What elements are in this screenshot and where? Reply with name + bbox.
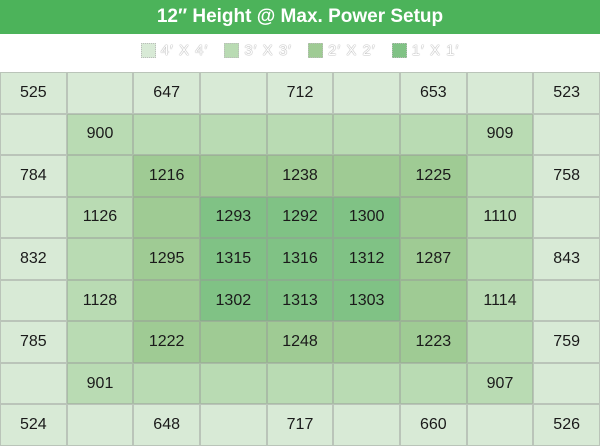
heatmap-cell: 1312 <box>333 238 400 280</box>
heatmap-cell <box>66 72 134 114</box>
heatmap-cell <box>399 279 467 322</box>
heatmap-cell <box>199 321 267 363</box>
heatmap-cell: 524 <box>0 404 67 446</box>
heatmap-cell: 1313 <box>266 279 334 322</box>
heatmap-cell <box>199 155 267 197</box>
heatmap-cell <box>133 362 200 405</box>
heatmap-cell <box>333 72 400 114</box>
heatmap-cell <box>199 72 267 114</box>
heatmap-cell: 832 <box>0 238 67 280</box>
heatmap-cell <box>466 72 534 114</box>
heatmap-cell: 843 <box>533 238 600 280</box>
heatmap-cell <box>199 404 267 446</box>
legend-label: 2′ X 2′ <box>328 41 376 59</box>
heatmap-cell <box>333 404 400 446</box>
heatmap-cell: 1287 <box>399 238 467 280</box>
legend-item: 1′ X 1′ <box>391 41 460 59</box>
heatmap-cell <box>66 238 134 280</box>
heatmap-cell: 1295 <box>133 238 200 280</box>
heatmap-cell: 525 <box>0 72 67 114</box>
heatmap-cell <box>0 113 67 156</box>
heatmap-cell <box>533 113 600 156</box>
heatmap-cell <box>466 321 534 363</box>
heatmap-cell: 523 <box>533 72 600 114</box>
heatmap-cell <box>533 279 600 322</box>
heatmap-cell: 1126 <box>66 196 134 239</box>
heatmap-cell <box>333 321 400 363</box>
heatmap-cell: 900 <box>66 113 134 156</box>
heatmap-cell: 784 <box>0 155 67 197</box>
heatmap-cell <box>0 196 67 239</box>
heatmap-cell: 909 <box>466 113 534 156</box>
heatmap-cell: 1216 <box>133 155 200 197</box>
legend-swatch <box>391 42 407 58</box>
heatmap-cell <box>533 362 600 405</box>
heatmap-cell: 785 <box>0 321 67 363</box>
heatmap-cell: 1248 <box>266 321 334 363</box>
heatmap-cell <box>266 362 334 405</box>
heatmap-cell: 1238 <box>266 155 334 197</box>
heatmap-cell: 907 <box>466 362 534 405</box>
legend-label: 1′ X 1′ <box>411 41 460 59</box>
heatmap-cell: 1225 <box>399 155 467 197</box>
heatmap-cell: 1300 <box>333 196 400 239</box>
legend-item: 2′ X 2′ <box>308 42 376 59</box>
heatmap-cell <box>266 113 334 156</box>
legend-swatch <box>140 42 156 58</box>
heatmap-cell: 759 <box>533 321 600 363</box>
heatmap-cell <box>66 155 134 197</box>
heatmap-cell: 1316 <box>266 238 334 280</box>
heatmap-cell <box>199 362 267 405</box>
heatmap-cell <box>333 155 400 197</box>
heatmap-cell: 1293 <box>199 196 267 239</box>
legend-label: 4′ X 4′ <box>160 41 209 59</box>
heatmap-cell: 712 <box>266 72 334 114</box>
legend-label: 3′ X 3′ <box>244 41 292 59</box>
heatmap-cell: 1315 <box>199 238 267 280</box>
heatmap-cell: 1222 <box>133 321 200 363</box>
heatmap-cell <box>133 113 200 156</box>
heatmap-cell: 1110 <box>466 196 534 239</box>
heatmap-cell <box>333 362 400 405</box>
heatmap-cell: 1223 <box>399 321 467 363</box>
heatmap-cell <box>399 113 467 156</box>
heatmap-cell: 901 <box>66 362 134 405</box>
heatmap-cell: 1292 <box>266 196 334 239</box>
chart-title: 12″ Height @ Max. Power Setup <box>0 0 600 34</box>
heatmap-cell <box>466 155 534 197</box>
heatmap-cell <box>333 113 400 156</box>
heatmap-cell <box>0 362 67 405</box>
heatmap-cell: 653 <box>399 72 467 114</box>
heatmap-cell: 717 <box>266 404 334 446</box>
heatmap-cell <box>199 113 267 156</box>
heatmap-cell <box>533 196 600 239</box>
heatmap-grid: 525 647 712 653 523 900 909 784 1216 1238 1225 758 1… <box>0 72 600 446</box>
heatmap-cell: 1302 <box>199 279 267 322</box>
heatmap-cell <box>399 196 467 239</box>
legend-swatch <box>308 42 323 58</box>
heatmap-cell: 526 <box>533 404 600 446</box>
heatmap-cell: 1128 <box>66 279 134 322</box>
heatmap-cell <box>466 404 534 446</box>
heatmap-cell <box>133 196 200 239</box>
heatmap-cell: 647 <box>133 72 200 114</box>
heatmap-cell <box>66 404 134 446</box>
heatmap-cell <box>133 279 200 322</box>
heatmap-cell <box>66 321 134 363</box>
legend-swatch <box>224 42 240 58</box>
heatmap-cell <box>399 362 467 405</box>
heatmap-cell: 648 <box>133 404 200 446</box>
heatmap-cell: 660 <box>399 404 467 446</box>
heatmap-cell <box>0 279 67 322</box>
heatmap-cell: 1303 <box>333 279 400 322</box>
legend-item: 3′ X 3′ <box>224 42 292 59</box>
legend-item: 4′ X 4′ <box>140 41 209 59</box>
heatmap-cell <box>466 238 534 280</box>
heatmap-cell: 1114 <box>466 279 534 322</box>
heatmap-cell: 758 <box>533 155 600 197</box>
legend: 4′ X 4′ 3′ X 3′ 2′ X 2′ 1′ X 1′ <box>0 38 600 62</box>
